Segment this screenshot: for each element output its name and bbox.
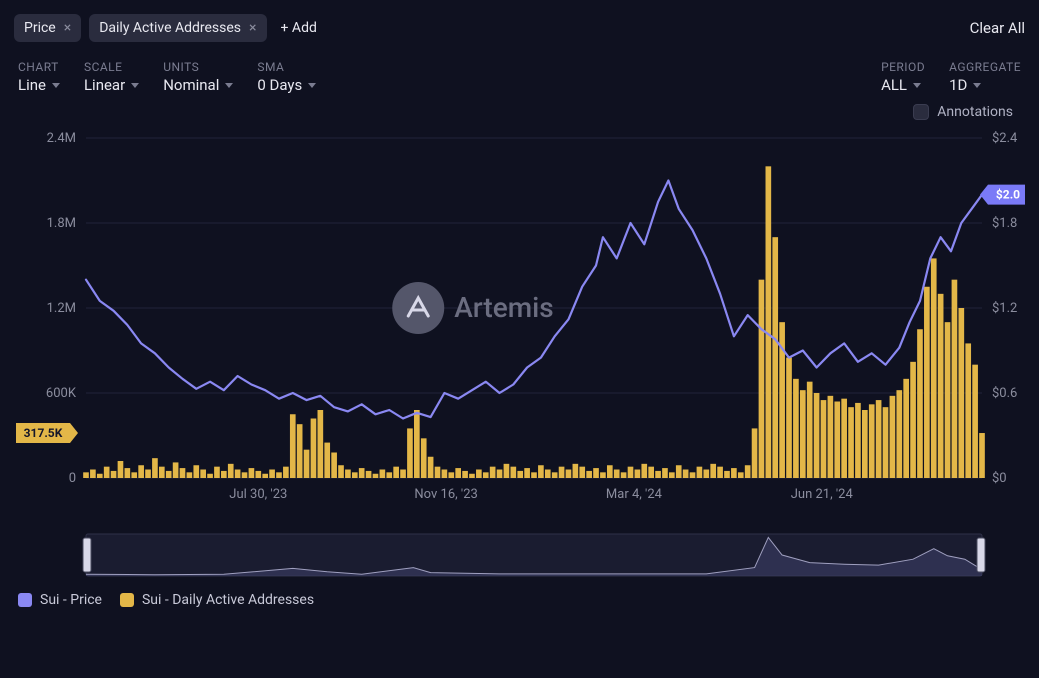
- chevron-down-icon: [52, 83, 60, 88]
- legend-item-addresses: Sui - Daily Active Addresses: [120, 592, 314, 608]
- controls-row: CHART Line SCALE Linear UNITS Nominal SM…: [14, 60, 1025, 94]
- app-root: Price × Daily Active Addresses × + Add C…: [0, 0, 1039, 678]
- tag-addresses-remove-icon[interactable]: ×: [249, 20, 256, 36]
- svg-text:$2.4: $2.4: [992, 131, 1018, 146]
- ctrl-scale-lbl: SCALE: [84, 60, 139, 74]
- tag-row: Price × Daily Active Addresses × + Add C…: [14, 14, 1025, 42]
- tag-price[interactable]: Price ×: [14, 14, 81, 42]
- ctrl-units-lbl: UNITS: [163, 60, 233, 74]
- svg-text:$2.0: $2.0: [996, 188, 1020, 202]
- svg-text:Artemis: Artemis: [454, 291, 553, 324]
- tag-price-label: Price: [24, 20, 56, 36]
- ctrl-aggregate-val[interactable]: 1D: [949, 76, 1021, 94]
- legend-item-price: Sui - Price: [18, 592, 102, 608]
- ctrl-sma-lbl: SMA: [257, 60, 316, 74]
- ctrl-sma-val[interactable]: 0 Days: [257, 76, 316, 94]
- tag-price-remove-icon[interactable]: ×: [64, 20, 71, 36]
- ctrl-scale-val[interactable]: Linear: [84, 76, 139, 94]
- tag-addresses[interactable]: Daily Active Addresses ×: [89, 14, 266, 42]
- minimap-svg[interactable]: [14, 532, 1025, 578]
- minimap-region[interactable]: [14, 532, 1025, 578]
- svg-text:1.8M: 1.8M: [47, 216, 76, 231]
- ctrl-units-val[interactable]: Nominal: [163, 76, 233, 94]
- ctrl-chart-val[interactable]: Line: [18, 76, 60, 94]
- annotations-label: Annotations: [937, 104, 1013, 120]
- svg-text:$1.8: $1.8: [992, 216, 1017, 231]
- add-metric-button[interactable]: + Add: [275, 16, 323, 40]
- svg-text:Jul 30, '23: Jul 30, '23: [229, 487, 287, 502]
- svg-text:$0.6: $0.6: [992, 386, 1017, 401]
- legend-swatch-price: [18, 593, 32, 607]
- clear-all-label: Clear All: [970, 19, 1025, 37]
- svg-text:$0: $0: [992, 471, 1007, 486]
- add-metric-label: + Add: [281, 20, 317, 36]
- ctrl-period-val[interactable]: ALL: [881, 76, 925, 94]
- ctrl-aggregate-lbl: AGGREGATE: [949, 60, 1021, 74]
- ctrl-aggregate[interactable]: AGGREGATE 1D: [949, 60, 1021, 94]
- svg-text:Jun 21, '24: Jun 21, '24: [791, 487, 854, 502]
- ctrl-sma[interactable]: SMA 0 Days: [257, 60, 316, 94]
- ctrl-chart[interactable]: CHART Line: [18, 60, 60, 94]
- chevron-down-icon: [973, 83, 981, 88]
- svg-text:Mar 4, '24: Mar 4, '24: [606, 487, 663, 502]
- ctrl-chart-lbl: CHART: [18, 60, 60, 74]
- chart-svg: 0 600K 1.2M 1.8M 2.4M $0 $0.6 $1.2 $1.8 $2.4 Jul 3…: [14, 128, 1025, 508]
- svg-text:317.5K: 317.5K: [24, 426, 63, 440]
- tag-addresses-label: Daily Active Addresses: [99, 20, 241, 36]
- legend-label-addresses: Sui - Daily Active Addresses: [142, 592, 314, 608]
- svg-text:600K: 600K: [46, 386, 77, 401]
- annotations-row: Annotations: [14, 104, 1025, 120]
- legend-swatch-addresses: [120, 593, 134, 607]
- svg-text:$1.2: $1.2: [992, 301, 1017, 316]
- svg-text:1.2M: 1.2M: [47, 301, 76, 316]
- annotations-checkbox[interactable]: [913, 104, 929, 120]
- ctrl-units[interactable]: UNITS Nominal: [163, 60, 233, 94]
- chevron-down-icon: [913, 83, 921, 88]
- legend-label-price: Sui - Price: [40, 592, 102, 608]
- svg-text:2.4M: 2.4M: [47, 131, 76, 146]
- chevron-down-icon: [225, 83, 233, 88]
- chevron-down-icon: [308, 83, 316, 88]
- chevron-down-icon: [131, 83, 139, 88]
- svg-text:Nov 16, '23: Nov 16, '23: [414, 487, 477, 502]
- chart-region: 0 600K 1.2M 1.8M 2.4M $0 $0.6 $1.2 $1.8 $2.4 Jul 3…: [14, 128, 1025, 508]
- ctrl-period[interactable]: PERIOD ALL: [881, 60, 925, 94]
- clear-all-button[interactable]: Clear All: [970, 19, 1025, 37]
- ctrl-scale[interactable]: SCALE Linear: [84, 60, 139, 94]
- legend: Sui - Price Sui - Daily Active Addresses: [14, 592, 1025, 608]
- svg-text:0: 0: [69, 471, 76, 486]
- ctrl-period-lbl: PERIOD: [881, 60, 925, 74]
